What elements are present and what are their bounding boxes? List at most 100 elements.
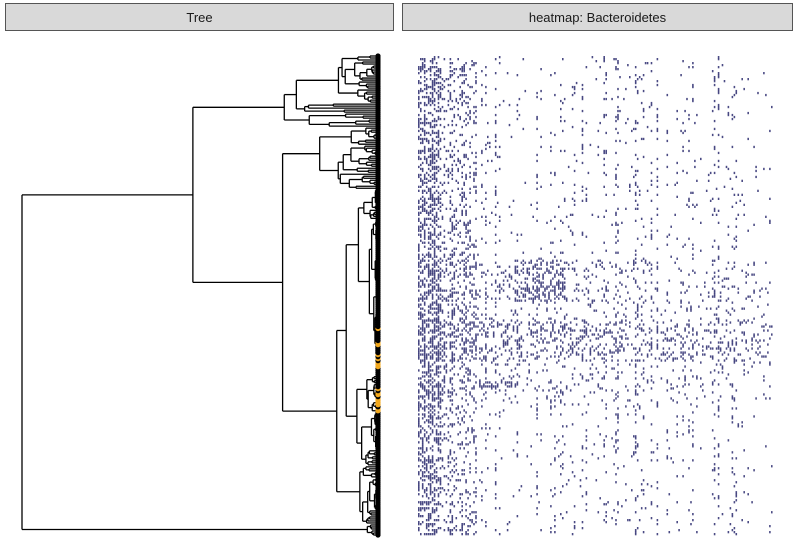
heatmap-cell bbox=[433, 221, 436, 224]
heatmap-cell bbox=[498, 411, 501, 414]
panel-title-tree: Tree bbox=[186, 9, 213, 25]
heatmap-cell bbox=[435, 299, 438, 302]
heatmap-cell bbox=[429, 149, 432, 153]
heatmap-cell bbox=[615, 439, 617, 442]
heatmap-cell bbox=[682, 345, 684, 348]
heatmap-cell bbox=[670, 337, 672, 340]
heatmap-cell bbox=[607, 289, 609, 292]
heatmap-cell bbox=[463, 195, 465, 198]
heatmap-cell bbox=[668, 355, 671, 358]
heatmap-cell bbox=[550, 381, 552, 384]
heatmap-cell bbox=[449, 231, 452, 234]
heatmap-cell bbox=[705, 329, 708, 332]
heatmap-cell bbox=[520, 233, 523, 236]
heatmap-cell bbox=[642, 225, 645, 228]
heatmap-cell bbox=[528, 363, 530, 366]
heatmap-cell bbox=[418, 185, 420, 188]
heatmap-cell bbox=[589, 351, 592, 354]
heatmap-cell bbox=[721, 367, 724, 370]
heatmap-cell bbox=[459, 261, 461, 264]
heatmap-cell bbox=[593, 309, 596, 312]
heatmap-cell bbox=[437, 329, 440, 332]
heatmap-cell bbox=[737, 291, 740, 294]
heatmap-cell bbox=[459, 273, 461, 276]
heatmap-cell bbox=[481, 237, 483, 240]
heatmap-cell bbox=[737, 213, 740, 216]
heatmap-cell bbox=[445, 335, 448, 338]
heatmap-cell bbox=[520, 337, 523, 340]
heatmap-cell bbox=[481, 185, 483, 188]
heatmap-cell bbox=[437, 153, 440, 157]
heatmap-cell bbox=[433, 153, 436, 157]
heatmap-cell bbox=[431, 263, 434, 266]
heatmap-cell bbox=[431, 125, 434, 129]
heatmap-cell bbox=[534, 331, 536, 334]
heatmap-cell bbox=[429, 447, 432, 450]
heatmap-cell bbox=[692, 359, 694, 362]
heatmap-cell bbox=[717, 58, 720, 61]
heatmap-cell bbox=[473, 245, 475, 248]
heatmap-cell bbox=[431, 233, 434, 236]
heatmap-cell bbox=[453, 423, 456, 426]
heatmap-cell bbox=[431, 58, 434, 61]
heatmap-cell bbox=[625, 87, 627, 91]
heatmap-cell bbox=[615, 119, 617, 123]
heatmap-cell bbox=[479, 357, 481, 360]
heatmap-cell bbox=[652, 319, 655, 322]
heatmap-cell bbox=[431, 381, 434, 384]
heatmap-cell bbox=[457, 113, 459, 117]
heatmap-cell bbox=[425, 131, 428, 135]
heatmap-cell bbox=[421, 259, 424, 262]
heatmap-cell bbox=[512, 199, 515, 202]
heatmap-cell bbox=[563, 97, 566, 101]
heatmap-cell bbox=[526, 355, 529, 358]
heatmap-cell bbox=[686, 307, 688, 310]
heatmap-cell bbox=[435, 319, 438, 322]
heatmap-cell bbox=[443, 377, 446, 380]
heatmap-cell bbox=[700, 317, 702, 320]
heatmap-cell bbox=[633, 259, 635, 262]
heatmap-cell bbox=[445, 289, 448, 292]
heatmap-cell bbox=[473, 277, 475, 280]
heatmap-cell bbox=[615, 349, 617, 352]
heatmap-cell bbox=[439, 293, 442, 296]
heatmap-cell bbox=[502, 331, 505, 334]
heatmap-cell bbox=[437, 269, 440, 272]
heatmap-cell bbox=[690, 305, 692, 308]
heatmap-cell bbox=[682, 149, 684, 153]
heatmap-cell bbox=[431, 387, 434, 390]
heatmap-cell bbox=[550, 289, 552, 292]
heatmap-cell bbox=[518, 299, 521, 302]
heatmap-cell bbox=[423, 327, 426, 330]
heatmap-cell bbox=[449, 195, 452, 198]
heatmap-cell bbox=[479, 321, 481, 324]
heatmap-cell bbox=[595, 327, 598, 330]
heatmap-cell bbox=[479, 263, 481, 266]
heatmap-cell bbox=[713, 209, 716, 212]
heatmap-cell bbox=[615, 211, 617, 214]
heatmap-cell bbox=[423, 255, 426, 258]
heatmap-cell bbox=[475, 335, 477, 338]
heatmap-cell bbox=[420, 76, 422, 79]
heatmap-cell bbox=[431, 119, 434, 123]
heatmap-cell bbox=[573, 199, 576, 202]
heatmap-cell bbox=[461, 195, 463, 198]
heatmap-cell bbox=[443, 137, 446, 141]
heatmap-cell bbox=[447, 431, 450, 434]
heatmap-cell bbox=[475, 167, 477, 171]
heatmap-cell bbox=[418, 173, 420, 177]
heatmap-cell bbox=[431, 62, 434, 65]
heatmap-cell bbox=[498, 283, 501, 286]
heatmap-cell bbox=[433, 337, 436, 340]
heatmap-cell bbox=[705, 345, 708, 348]
heatmap-cell bbox=[563, 335, 566, 338]
heatmap-cell bbox=[617, 231, 619, 234]
heatmap-cell bbox=[429, 121, 432, 125]
heatmap-cell bbox=[603, 347, 605, 350]
heatmap-cell bbox=[459, 267, 461, 270]
heatmap-cell bbox=[421, 121, 424, 125]
heatmap-cell bbox=[753, 145, 755, 149]
heatmap-cell bbox=[625, 323, 627, 326]
heatmap-cell bbox=[542, 341, 544, 344]
